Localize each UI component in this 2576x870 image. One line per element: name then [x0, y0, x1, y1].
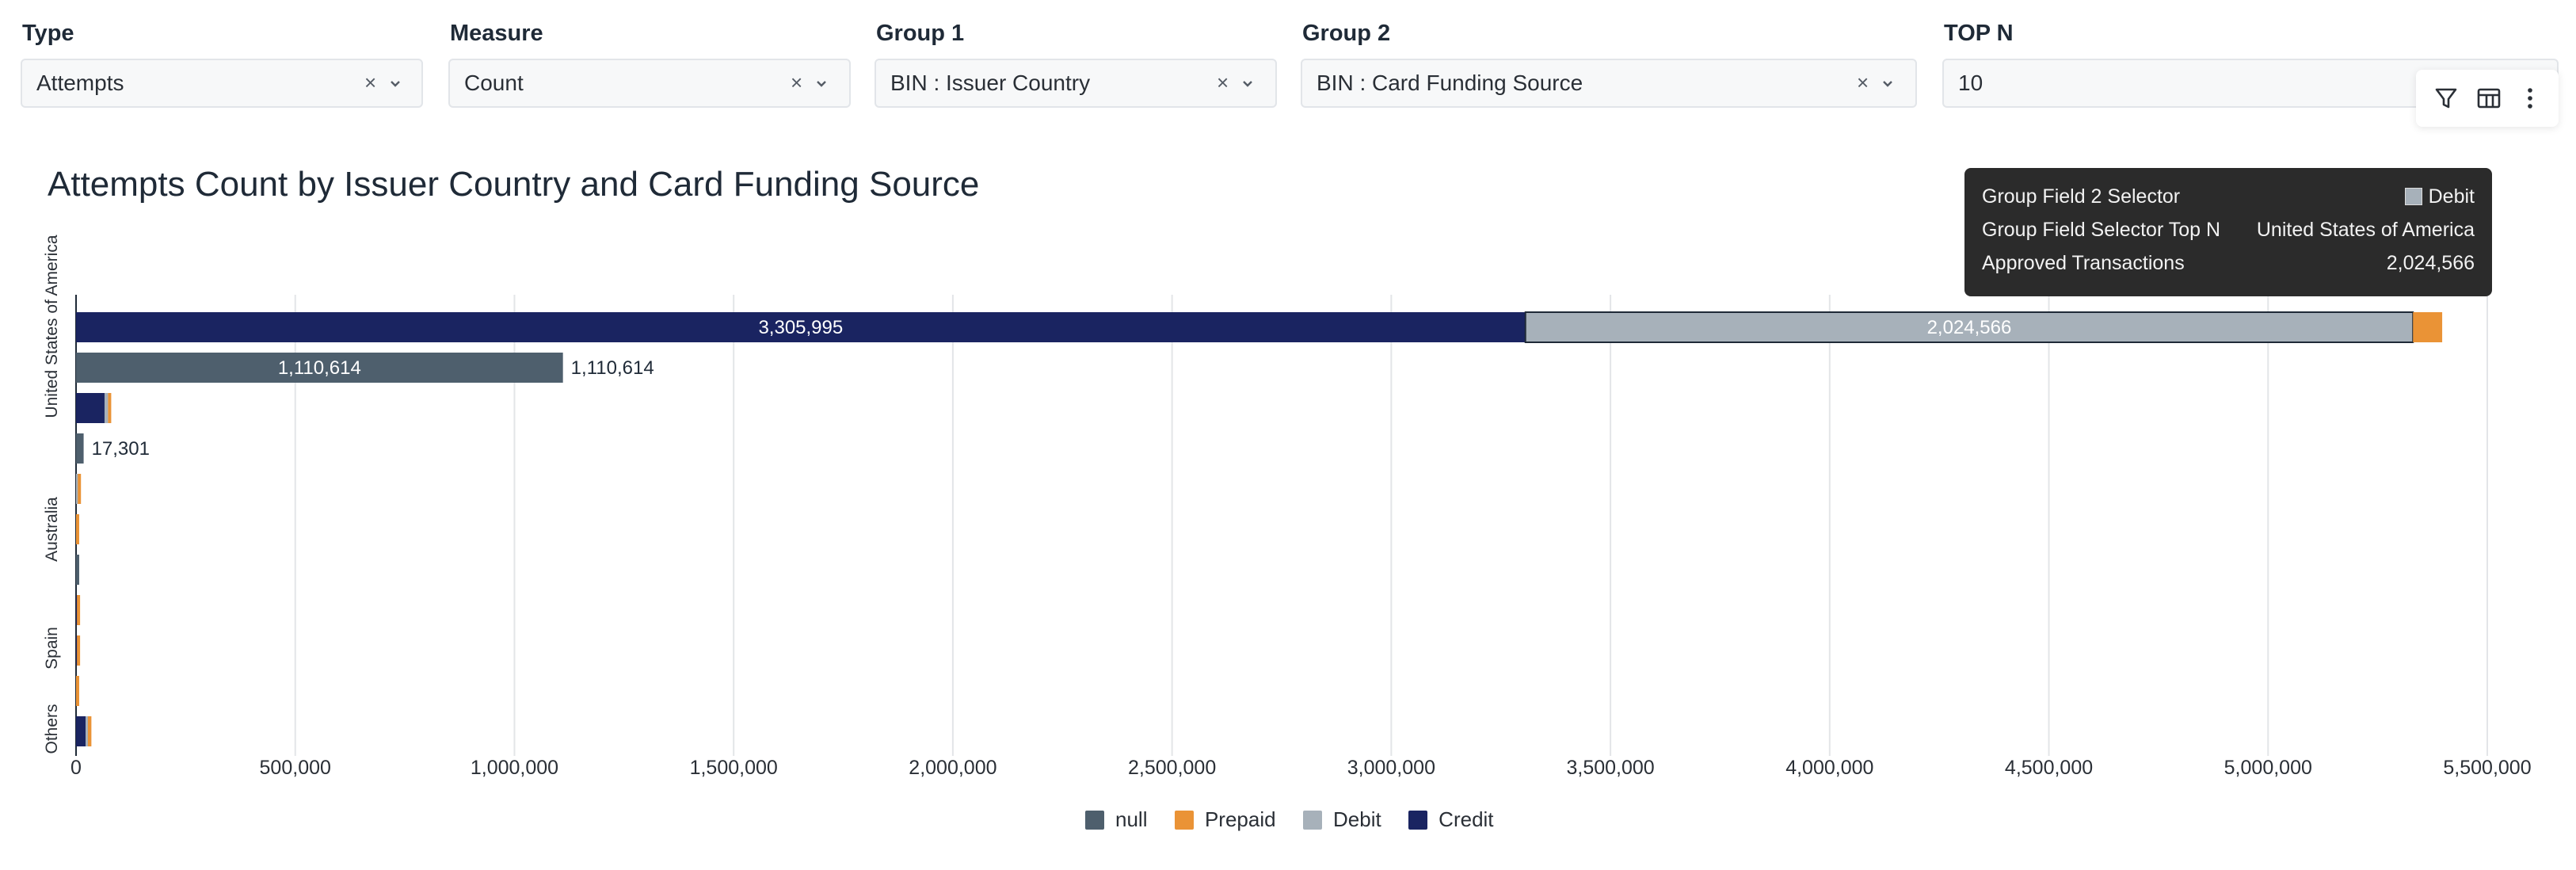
data-label: 1,110,614	[278, 357, 361, 379]
chart-legend: null Prepaid Debit Credit	[1085, 805, 1518, 834]
table-icon[interactable]	[2473, 82, 2505, 114]
legend-item[interactable]: Debit	[1303, 805, 1381, 834]
y-category-label: Spain	[43, 627, 61, 670]
bar-segment-credit	[76, 393, 105, 423]
clear-icon[interactable]: ×	[1217, 71, 1229, 94]
filter-measure: Measure Count ×	[448, 19, 851, 108]
x-tick-label: 4,500,000	[2005, 757, 2093, 779]
filter-label: TOP N	[1944, 21, 2014, 46]
select-value: BIN : Issuer Country	[890, 71, 1091, 95]
total-label: 1,110,614	[571, 357, 654, 379]
bar-segment-null	[76, 433, 84, 464]
x-tick-label: 4,000,000	[1785, 757, 1873, 779]
tooltip-value: 2,024,566	[2386, 252, 2475, 274]
bar-segment-prepaid	[78, 474, 82, 504]
x-tick-label: 5,000,000	[2224, 757, 2312, 779]
legend-item[interactable]: null	[1085, 805, 1147, 834]
filter-type: Type Attempts ×	[21, 19, 423, 108]
filter-bar: Type Attempts × Measure Count × Group 1 …	[0, 0, 2576, 119]
clear-icon[interactable]: ×	[1857, 71, 1869, 94]
filter-label: Group 2	[1302, 21, 1391, 46]
bar-segment-null	[76, 555, 79, 585]
legend-swatch	[1174, 811, 1194, 830]
clear-icon[interactable]: ×	[364, 71, 377, 94]
x-tick-label: 1,500,000	[690, 757, 778, 779]
tooltip-key: Group Field Selector Top N	[1982, 219, 2221, 241]
tooltip-row: Approved Transactions 2,024,566	[1982, 249, 2475, 277]
data-label: 3,305,995	[758, 317, 843, 338]
legend-label: Debit	[1333, 807, 1381, 831]
filter-group-1: Group 1 BIN : Issuer Country ×	[875, 19, 1277, 108]
legend-swatch	[1303, 811, 1323, 830]
select-value: BIN : Card Funding Source	[1317, 71, 1583, 95]
measure-select[interactable]: Count ×	[448, 59, 851, 108]
bar-segment-prepaid	[77, 595, 81, 625]
bar-segment-prepaid	[87, 716, 92, 746]
bar-segment-credit	[76, 312, 1526, 342]
total-label: 17,301	[92, 438, 150, 460]
select-value: Attempts	[36, 71, 124, 95]
chart-title: Attempts Count by Issuer Country and Car…	[48, 165, 980, 204]
clear-icon[interactable]: ×	[791, 71, 803, 94]
x-tick-label: 2,000,000	[909, 757, 996, 779]
bar-segment-null	[76, 353, 563, 383]
tooltip-row: Group Field 2 Selector Debit	[1982, 182, 2475, 211]
select-value: Count	[464, 71, 524, 95]
bar-segment-debit	[76, 474, 79, 504]
bar-segment-prepaid	[2413, 312, 2443, 342]
tooltip-key: Group Field 2 Selector	[1982, 185, 2181, 208]
bar-segment-prepaid	[76, 676, 79, 706]
y-category-label: Australia	[43, 497, 61, 562]
more-icon[interactable]	[2514, 82, 2546, 114]
bar-segment-debit	[1524, 311, 2414, 343]
tooltip-value: Debit	[2404, 182, 2475, 211]
filter-group-2: Group 2 BIN : Card Funding Source ×	[1301, 19, 1917, 108]
x-tick-label: 0	[70, 757, 82, 779]
tooltip-key: Approved Transactions	[1982, 252, 2185, 274]
tooltip-swatch	[2404, 188, 2422, 205]
bar-segment-prepaid	[77, 635, 81, 666]
type-select[interactable]: Attempts ×	[21, 59, 423, 108]
x-tick-label: 3,000,000	[1347, 757, 1435, 779]
filter-label: Type	[22, 21, 74, 46]
filter-label: Group 1	[876, 21, 965, 46]
chart-toolbar	[2416, 70, 2559, 127]
bar-segment-debit	[86, 716, 90, 746]
bar-segment-credit	[76, 716, 86, 746]
data-label: 2,024,566	[1927, 317, 2012, 338]
tooltip-value: United States of America	[2256, 219, 2475, 241]
tooltip-series: Debit	[2428, 185, 2475, 208]
x-tick-label: 500,000	[260, 757, 331, 779]
x-tick-label: 3,500,000	[1566, 757, 1654, 779]
x-tick-label: 2,500,000	[1128, 757, 1216, 779]
filter-label: Measure	[450, 21, 543, 46]
x-tick-label: 5,500,000	[2443, 757, 2531, 779]
bar-segment-debit	[104, 393, 109, 423]
input-value: 10	[1958, 71, 1983, 95]
legend-swatch	[1408, 811, 1428, 830]
x-tick-label: 1,000,000	[471, 757, 558, 779]
group-2-select[interactable]: BIN : Card Funding Source ×	[1301, 59, 1917, 108]
legend-label: Prepaid	[1204, 807, 1276, 831]
bar-segment-prepaid	[108, 393, 112, 423]
group-1-select[interactable]: BIN : Issuer Country ×	[875, 59, 1277, 108]
legend-item[interactable]: Prepaid	[1174, 805, 1276, 834]
legend-swatch	[1085, 811, 1104, 830]
chevron-down-icon[interactable]	[388, 76, 402, 90]
y-category-label: Others	[43, 704, 61, 754]
chevron-down-icon[interactable]	[814, 76, 829, 90]
tooltip-row: Group Field Selector Top N United States…	[1982, 216, 2475, 244]
legend-label: null	[1115, 807, 1148, 831]
legend-label: Credit	[1439, 807, 1494, 831]
bar-segment-prepaid	[76, 514, 79, 544]
legend-item[interactable]: Credit	[1408, 805, 1494, 834]
chevron-down-icon[interactable]	[1240, 76, 1255, 90]
filter-icon[interactable]	[2430, 82, 2462, 114]
chart-tooltip: Group Field 2 Selector Debit Group Field…	[1964, 168, 2492, 296]
chevron-down-icon[interactable]	[1881, 76, 1895, 90]
y-category-label: United States of America	[43, 235, 61, 418]
